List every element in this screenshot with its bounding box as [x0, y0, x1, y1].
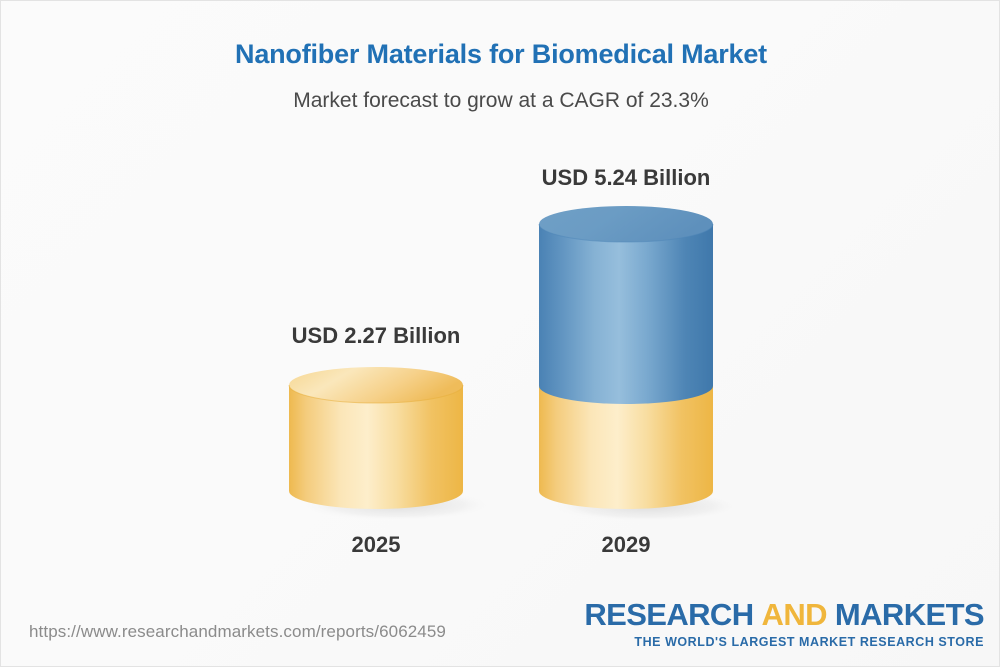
logo-and-text: AND	[761, 597, 828, 632]
cylinder-2029	[538, 206, 743, 522]
bar-group-2029: USD 5.24 Billion	[538, 1, 743, 581]
category-label-2029: 2029	[601, 532, 651, 557]
category-label-2025: 2025	[351, 532, 401, 557]
cylinder-2025-shape	[288, 367, 493, 521]
value-label-2025: USD 2.27 Billion	[291, 323, 461, 348]
logo-markets-text: MARKETS	[834, 597, 985, 632]
cylinder-2025	[288, 367, 493, 521]
chart-subtitle: Market forecast to grow at a CAGR of 23.…	[293, 89, 709, 112]
plot-area: USD 2.27 Billion	[1, 1, 999, 581]
logo-tagline: THE WORLD'S LARGEST MARKET RESEARCH STOR…	[634, 635, 984, 649]
value-label-2029: USD 5.24 Billion	[541, 165, 711, 190]
page-title: Nanofiber Materials for Biomedical Marke…	[235, 39, 767, 69]
bar-group-2025: USD 2.27 Billion	[288, 1, 493, 581]
logo-wordmark: RESEARCH AND MARKETS	[584, 599, 984, 630]
research-and-markets-logo: RESEARCH AND MARKETS THE WORLD'S LARGEST…	[584, 599, 984, 649]
source-url[interactable]: https://www.researchandmarkets.com/repor…	[29, 622, 446, 641]
logo-research-text: RESEARCH	[584, 597, 754, 632]
cylinder-2029-shape	[538, 206, 743, 522]
